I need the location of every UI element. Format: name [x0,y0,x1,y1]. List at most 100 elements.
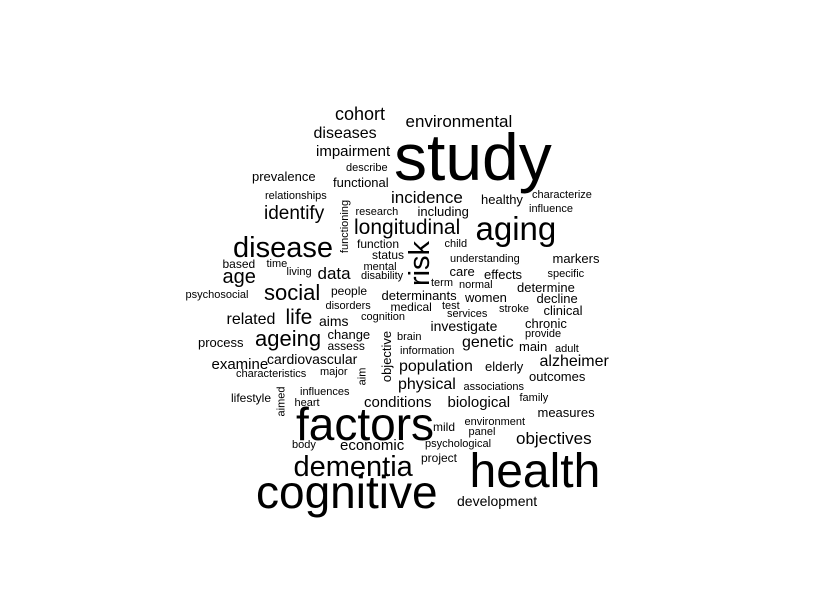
word-family: family [519,391,549,404]
word-psychosocial: psychosocial [185,288,249,301]
word-elderly: elderly [485,358,524,374]
word-psychological: psychological [425,437,492,450]
word-identify: identify [264,202,325,224]
word-conditions: conditions [364,393,432,411]
word-people: people [331,284,368,298]
word-child: child [444,237,468,250]
word-ageing: ageing [255,326,322,351]
word-describe: describe [346,161,388,174]
word-study: study [394,120,552,194]
word-disease: disease [233,231,333,264]
word-longitudinal: longitudinal [354,215,461,239]
word-care: care [449,263,475,279]
word-incidence: incidence [391,187,463,207]
word-health: health [469,445,601,498]
word-influences: influences [300,385,350,398]
word-medical: medical [390,300,432,314]
word-information: information [400,344,455,357]
word-outcomes: outcomes [529,368,586,384]
word-determinants: determinants [381,287,457,303]
word-alzheimer: alzheimer [539,353,609,370]
word-aims: aims [319,313,349,329]
word-markers: markers [552,250,600,266]
word-lifestyle: lifestyle [231,391,272,405]
word-age: age [222,266,256,288]
word-major: major [320,365,348,378]
word-normal: normal [459,278,493,291]
word-services: services [447,307,488,320]
word-provide: provide [525,327,562,340]
word-social: social [264,280,321,305]
word-living: living [286,265,312,278]
word-project: project [421,451,458,465]
word-development: development [457,493,538,509]
word-determine: determine [517,279,575,295]
word-healthy: healthy [481,191,523,207]
word-cognition: cognition [361,310,406,323]
word-measures: measures [537,404,595,420]
word-research: research [355,205,399,218]
word-biological: biological [447,393,511,411]
word-body: body [292,438,316,451]
word-change: change [327,326,371,342]
word-genetic: genetic [462,334,514,351]
word-disability: disability [361,269,404,282]
word-chronic: chronic [525,315,567,331]
word-prevalence: prevalence [252,168,316,184]
word-relationships: relationships [265,189,327,202]
word-environment: environment [464,415,526,428]
word-factors: factors [296,398,435,450]
word-examine: examine [211,355,269,373]
word-decline: decline [536,290,578,306]
word-aimed: aimed [275,386,288,416]
word-understanding: understanding [450,252,520,265]
word-aim: aim [356,367,369,385]
word-cardiovascular: cardiovascular [267,351,358,367]
word-related: related [226,311,276,328]
word-investigate: investigate [430,318,498,334]
word-disorders: disorders [325,299,371,312]
word-characterize: characterize [532,188,592,201]
word-mental: mental [363,260,397,273]
word-cohort: cohort [335,104,386,124]
word-impairment: impairment [316,142,391,160]
word-heart: heart [294,396,320,409]
word-life: life [285,305,313,329]
word-status: status [372,248,405,262]
word-clinical: clinical [543,302,583,318]
word-panel: panel [468,425,496,438]
word-objective: objective [378,330,394,382]
word-population: population [399,358,473,375]
word-influence: influence [529,202,574,215]
word-test: test [442,299,460,312]
word-mild: mild [433,420,456,434]
word-women: women [465,289,507,305]
word-economic: economic [340,436,405,454]
word-stroke: stroke [499,302,529,315]
word-physical: physical [398,376,456,393]
word-function: function [357,237,400,251]
word-diseases: diseases [313,125,377,142]
word-time: time [266,257,288,270]
word-data: data [317,263,351,283]
word-associations: associations [463,380,525,393]
word-based: based [222,257,256,271]
word-dementia: dementia [293,450,413,483]
word-specific: specific [547,267,585,280]
word-effects: effects [484,266,523,282]
word-environmental: environmental [405,111,513,131]
word-cognitive: cognitive [256,466,438,518]
word-brain: brain [397,330,422,343]
word-objectives: objectives [516,428,592,448]
word-process: process [198,334,244,350]
word-including: including [417,203,469,219]
word-functional: functional [333,174,389,190]
word-main: main [519,338,548,354]
word-aging: aging [475,209,557,247]
word-assess: assess [327,339,365,353]
word-characteristics: characteristics [236,367,307,380]
word-term: term [431,276,453,289]
word-functioning: functioning [338,199,351,253]
word-adult: adult [555,342,579,355]
